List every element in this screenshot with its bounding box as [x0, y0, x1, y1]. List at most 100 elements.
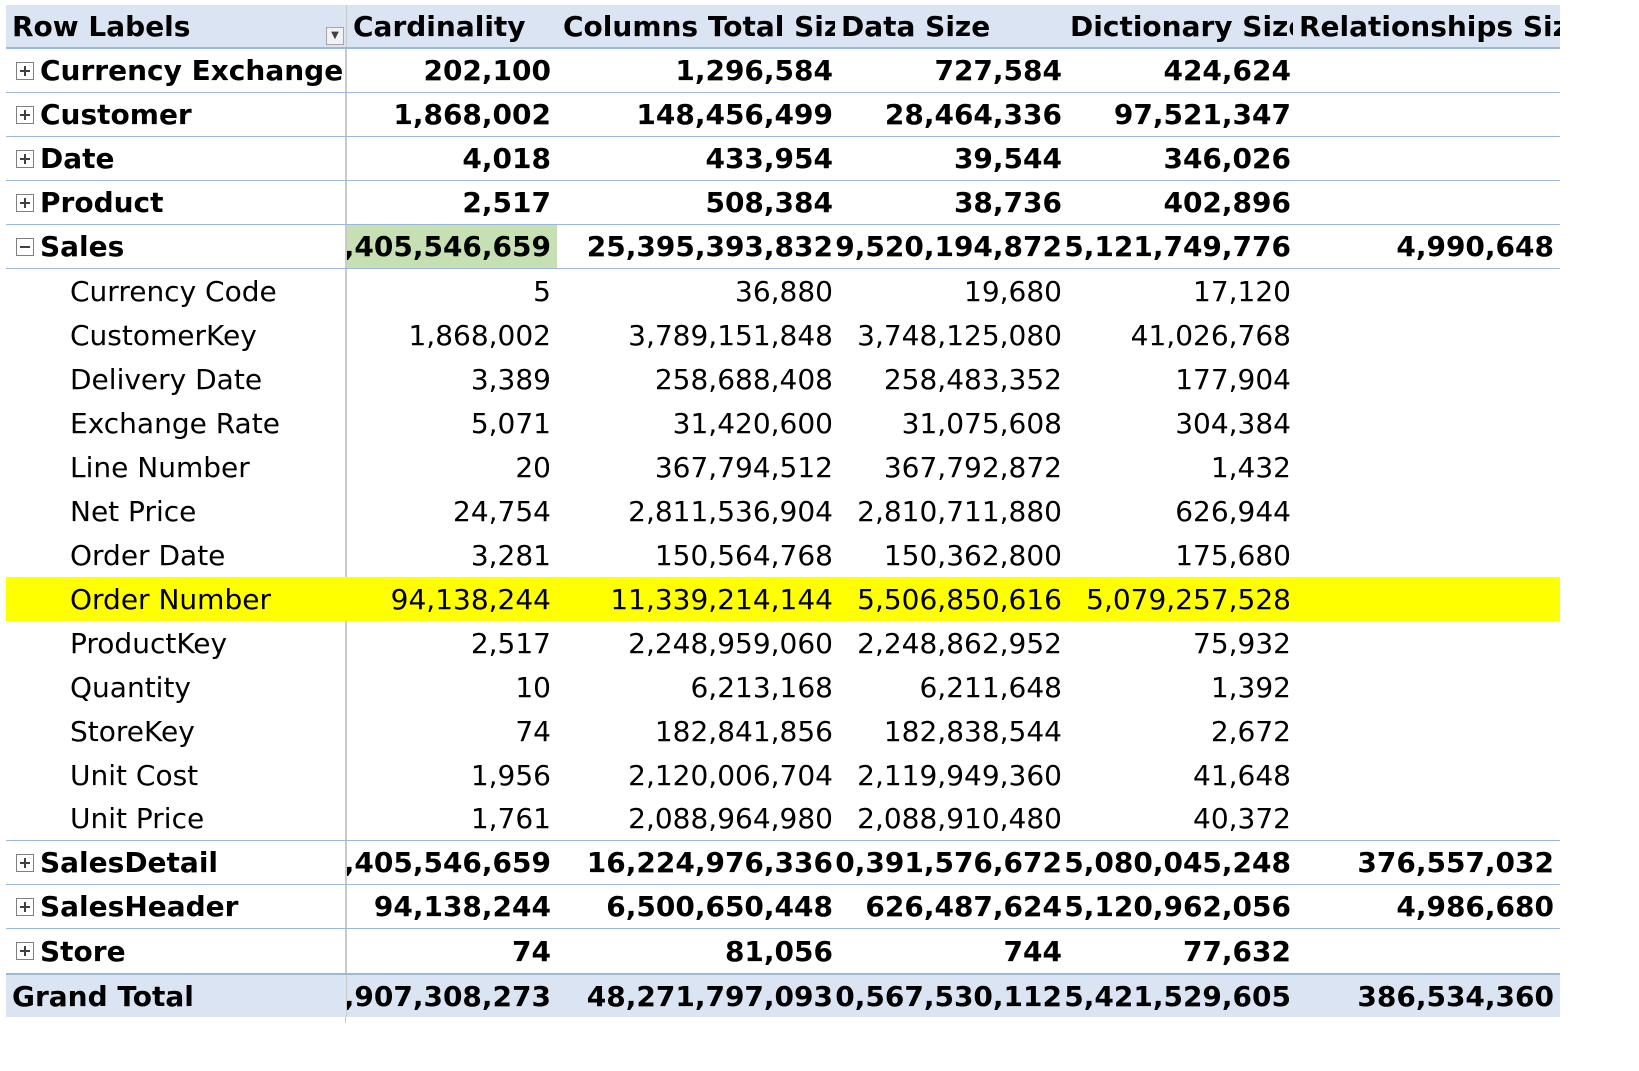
relationships-size-cell[interactable]: [1293, 401, 1560, 445]
data-size-cell[interactable]: 19,680: [964, 274, 1062, 308]
cardinality-cell[interactable]: 4,018: [346, 137, 557, 180]
columns-total-size-cell[interactable]: 367,794,512: [654, 450, 833, 484]
expand-plus-icon[interactable]: [16, 942, 34, 960]
dictionary-size-cell[interactable]: 5,120,962,056: [1064, 890, 1291, 923]
table-row[interactable]: Net Price 24,754 2,811,536,904 2,810,711…: [6, 489, 1560, 533]
cardinality-header[interactable]: Cardinality: [346, 5, 557, 47]
data-size-cell[interactable]: 2,248,862,952: [857, 626, 1062, 660]
columns-total-size-cell[interactable]: 182,841,856: [654, 714, 833, 748]
data-size-cell[interactable]: 744: [1003, 934, 1062, 968]
columns-total-size-cell[interactable]: 81,056: [724, 934, 833, 968]
relationships-size-cell[interactable]: [1293, 49, 1560, 92]
expand-plus-icon[interactable]: [16, 61, 34, 80]
expand-plus-icon[interactable]: [16, 897, 34, 916]
table-row[interactable]: Currency Exchange 202,100 1,296,584 727,…: [6, 49, 1560, 93]
row-labels-header[interactable]: Row Labels ▼: [6, 5, 346, 47]
dictionary-size-cell[interactable]: 1,392: [1210, 670, 1291, 704]
columns-total-size-cell[interactable]: 25,395,393,832: [586, 230, 833, 263]
expand-plus-icon[interactable]: [16, 193, 34, 212]
dictionary-size-cell[interactable]: 175,680: [1175, 538, 1291, 572]
dictionary-size-cell[interactable]: 2,672: [1210, 714, 1291, 748]
table-row[interactable]: Sales 1,405,546,659 25,395,393,832 19,52…: [6, 225, 1560, 269]
data-size-cell[interactable]: 28,464,336: [884, 98, 1062, 131]
data-size-cell[interactable]: 2,810,711,880: [857, 494, 1062, 528]
columns-total-size-cell[interactable]: 148,456,499: [636, 98, 833, 131]
cardinality-cell[interactable]: 5,071: [346, 401, 557, 445]
columns-total-size-cell[interactable]: 1,296,584: [675, 54, 833, 87]
dictionary-size-cell[interactable]: 1,432: [1210, 450, 1291, 484]
relationships-size-cell[interactable]: [1293, 929, 1560, 973]
data-size-cell[interactable]: 6,211,648: [919, 670, 1062, 704]
relationships-size-cell[interactable]: 376,557,032: [1357, 846, 1554, 879]
cardinality-cell[interactable]: 1,405,546,659: [346, 225, 557, 268]
cardinality-cell[interactable]: 20: [346, 445, 557, 489]
relationships-size-cell[interactable]: [1293, 753, 1560, 797]
table-row[interactable]: Unit Cost 1,956 2,120,006,704 2,119,949,…: [6, 753, 1560, 797]
dictionary-size-cell[interactable]: 177,904: [1175, 362, 1291, 396]
relationships-size-cell[interactable]: [1293, 533, 1560, 577]
columns-total-size-cell[interactable]: 48,271,797,093: [586, 979, 833, 1013]
table-row[interactable]: Store 74 81,056 744 77,632: [6, 929, 1560, 973]
dictionary-size-cell[interactable]: 40,372: [1193, 802, 1291, 835]
relationships-size-cell[interactable]: [1293, 445, 1560, 489]
relationships-size-cell[interactable]: [1293, 357, 1560, 401]
relationships-size-cell[interactable]: [1293, 489, 1560, 533]
data-size-cell[interactable]: 39,544: [953, 142, 1062, 175]
columns-total-size-cell[interactable]: 2,088,964,980: [628, 802, 833, 835]
dictionary-size-cell[interactable]: 346,026: [1163, 142, 1291, 175]
relationships-size-cell[interactable]: [1293, 621, 1560, 665]
table-row[interactable]: ProductKey 2,517 2,248,959,060 2,248,862…: [6, 621, 1560, 665]
relationships-size-cell[interactable]: [1293, 181, 1560, 224]
relationships-size-cell[interactable]: 386,534,360: [1357, 979, 1554, 1013]
table-row[interactable]: StoreKey 74 182,841,856 182,838,544 2,67…: [6, 709, 1560, 753]
data-size-cell[interactable]: 3,748,125,080: [857, 318, 1062, 352]
dictionary-size-cell[interactable]: 304,384: [1175, 406, 1291, 440]
cardinality-cell[interactable]: 94,138,244: [346, 885, 557, 928]
cardinality-cell[interactable]: 74: [346, 929, 557, 973]
relationships-size-cell[interactable]: [1293, 797, 1560, 840]
dictionary-size-cell[interactable]: 41,026,768: [1130, 318, 1291, 352]
filter-dropdown-icon[interactable]: ▼: [326, 27, 344, 45]
columns-total-size-header[interactable]: Columns Total Size: [563, 9, 835, 43]
dictionary-size-cell[interactable]: 626,944: [1175, 494, 1291, 528]
dictionary-size-header[interactable]: Dictionary Size: [1070, 9, 1293, 43]
relationships-size-cell[interactable]: [1293, 709, 1560, 753]
relationships-size-header[interactable]: Relationships Size: [1299, 9, 1560, 43]
table-row[interactable]: SalesHeader 94,138,244 6,500,650,448 626…: [6, 885, 1560, 929]
data-size-header[interactable]: Data Size: [841, 9, 991, 43]
expand-plus-icon[interactable]: [16, 853, 34, 872]
cardinality-cell[interactable]: 3,281: [346, 533, 557, 577]
table-row[interactable]: Product 2,517 508,384 38,736 402,896: [6, 181, 1560, 225]
relationships-size-cell[interactable]: [1293, 665, 1560, 709]
dictionary-size-cell[interactable]: 75,932: [1193, 626, 1291, 660]
relationships-size-cell[interactable]: [1293, 577, 1560, 621]
cardinality-cell[interactable]: 74: [346, 709, 557, 753]
data-size-cell[interactable]: 38,736: [953, 186, 1062, 219]
table-row[interactable]: Unit Price 1,761 2,088,964,980 2,088,910…: [6, 797, 1560, 841]
table-row[interactable]: Currency Code 5 36,880 19,680 17,120: [6, 269, 1560, 313]
cardinality-cell[interactable]: 2,517: [346, 181, 557, 224]
columns-total-size-cell[interactable]: 2,811,536,904: [628, 494, 833, 528]
columns-total-size-cell[interactable]: 508,384: [705, 186, 833, 219]
table-row-highlighted[interactable]: Order Number 94,138,244 11,339,214,144 5…: [6, 577, 1560, 621]
relationships-size-cell[interactable]: [1293, 137, 1560, 180]
table-row[interactable]: CustomerKey 1,868,002 3,789,151,848 3,74…: [6, 313, 1560, 357]
cardinality-cell[interactable]: 10: [346, 665, 557, 709]
columns-total-size-cell[interactable]: 2,248,959,060: [628, 626, 833, 660]
data-size-cell[interactable]: 2,088,910,480: [857, 802, 1062, 835]
columns-total-size-cell[interactable]: 3,789,151,848: [628, 318, 833, 352]
relationships-size-cell[interactable]: 4,990,648: [1396, 230, 1554, 263]
columns-total-size-cell[interactable]: 258,688,408: [654, 362, 833, 396]
cardinality-cell[interactable]: 1,761: [346, 797, 557, 840]
columns-total-size-cell[interactable]: 2,120,006,704: [628, 758, 833, 792]
dictionary-size-cell[interactable]: 402,896: [1163, 186, 1291, 219]
table-row[interactable]: Delivery Date 3,389 258,688,408 258,483,…: [6, 357, 1560, 401]
data-size-cell[interactable]: 10,391,576,672: [835, 846, 1062, 879]
dictionary-size-cell[interactable]: 15,421,529,605: [1064, 979, 1291, 1013]
dictionary-size-cell[interactable]: 41,648: [1193, 758, 1291, 792]
relationships-size-cell[interactable]: 4,986,680: [1396, 890, 1554, 923]
cardinality-cell[interactable]: 2,907,308,273: [346, 975, 557, 1017]
dictionary-size-cell[interactable]: 77,632: [1182, 934, 1291, 968]
dictionary-size-cell[interactable]: 97,521,347: [1113, 98, 1291, 131]
table-row[interactable]: Exchange Rate 5,071 31,420,600 31,075,60…: [6, 401, 1560, 445]
